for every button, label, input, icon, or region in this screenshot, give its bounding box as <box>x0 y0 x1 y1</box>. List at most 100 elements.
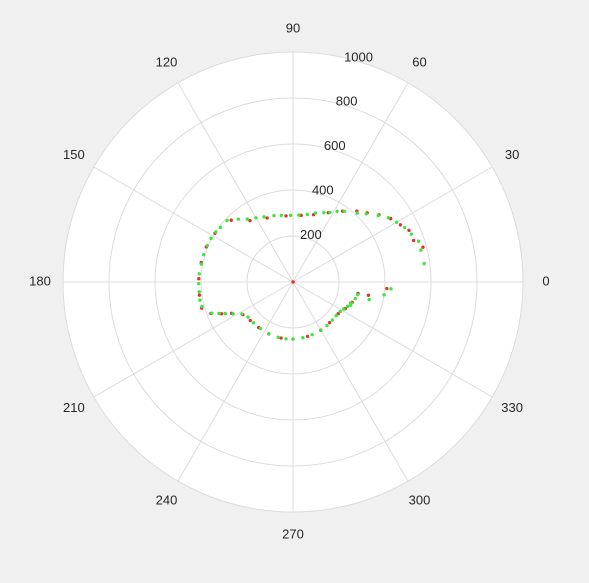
data-point <box>305 212 310 217</box>
data-point <box>305 334 310 339</box>
angle-tick-label-60: 60 <box>412 54 426 69</box>
angle-tick-label-270: 270 <box>282 526 304 541</box>
data-point <box>301 336 305 340</box>
data-point <box>210 311 214 315</box>
data-point <box>202 252 206 257</box>
data-point <box>398 223 403 227</box>
data-point <box>342 307 346 311</box>
angle-grid-spoke-210 <box>93 281 294 398</box>
angle-grid-spoke-30 <box>292 166 493 283</box>
data-point <box>402 225 407 230</box>
angle-tick-label-330: 330 <box>501 400 523 415</box>
data-point <box>325 323 329 328</box>
data-point <box>386 215 391 220</box>
data-point <box>198 298 202 302</box>
angle-grid-spoke-330 <box>292 281 493 398</box>
data-point <box>328 210 332 215</box>
series-2 <box>197 209 426 341</box>
data-point <box>338 309 342 314</box>
data-point <box>272 213 276 218</box>
data-point <box>291 280 295 284</box>
data-point <box>330 318 335 322</box>
data-point <box>209 236 213 241</box>
data-point <box>297 213 301 217</box>
angle-tick-label-30: 30 <box>505 147 519 162</box>
data-point <box>197 293 202 297</box>
data-point <box>254 216 258 220</box>
data-point <box>419 248 423 252</box>
angle-tick-label-120: 120 <box>156 54 178 69</box>
data-point <box>218 225 223 230</box>
angle-tick-label-0: 0 <box>542 273 549 288</box>
data-point <box>288 213 293 218</box>
radius-tick-labels: 200 400 600 800 1000 <box>300 49 373 242</box>
data-point <box>416 239 421 243</box>
data-point <box>367 297 371 302</box>
angle-grid-spoke-60 <box>292 82 409 283</box>
angle-grid-spoke-150 <box>93 166 294 283</box>
radius-tick-label-1000: 1000 <box>344 49 373 64</box>
data-point <box>248 318 252 323</box>
data-point <box>409 232 414 236</box>
data-point <box>364 212 368 216</box>
data-point <box>265 216 269 220</box>
data-point <box>349 301 354 305</box>
data-point <box>284 337 288 341</box>
angle-tick-label-240: 240 <box>156 493 178 508</box>
angle-tick-label-150: 150 <box>63 147 85 162</box>
data-point <box>217 311 221 316</box>
data-points <box>197 209 426 341</box>
data-point <box>394 220 399 224</box>
data-point <box>342 209 347 213</box>
data-point <box>355 292 360 297</box>
radius-tick-label-200: 200 <box>300 227 322 242</box>
data-point <box>205 243 209 248</box>
data-point <box>231 312 235 316</box>
data-point <box>225 218 229 223</box>
data-point <box>389 287 393 291</box>
data-point <box>248 218 252 223</box>
data-point <box>223 311 227 316</box>
data-point <box>421 245 425 249</box>
data-point <box>197 277 201 281</box>
data-point <box>376 213 380 218</box>
data-point <box>319 328 323 333</box>
radius-tick-label-600: 600 <box>324 138 346 153</box>
data-point <box>197 272 201 276</box>
data-point <box>345 304 350 309</box>
data-point <box>229 218 233 222</box>
data-point <box>385 286 389 291</box>
angle-tick-label-210: 210 <box>63 400 85 415</box>
radius-tick-label-800: 800 <box>336 94 358 109</box>
data-point <box>334 314 338 318</box>
data-point <box>197 290 201 294</box>
data-point <box>262 215 266 219</box>
data-point <box>199 262 204 266</box>
data-point <box>366 293 371 297</box>
data-point <box>411 238 416 243</box>
angle-grid-spoke-240 <box>177 281 294 482</box>
data-point <box>251 321 256 325</box>
data-point <box>313 211 318 215</box>
data-point <box>245 217 250 221</box>
angle-grid-spoke-120 <box>177 82 294 283</box>
data-point <box>197 281 201 286</box>
angle-grid-spoke-300 <box>292 281 409 482</box>
data-point <box>284 214 288 218</box>
data-point <box>236 217 241 221</box>
angle-tick-label-180: 180 <box>29 273 51 288</box>
data-point <box>310 333 314 337</box>
grid <box>62 51 524 513</box>
data-point <box>214 230 218 234</box>
data-point <box>240 312 244 316</box>
data-point <box>407 228 411 233</box>
data-point <box>267 331 271 336</box>
data-point <box>219 312 224 316</box>
data-point <box>200 304 204 309</box>
radius-tick-label-400: 400 <box>312 183 334 198</box>
angle-tick-labels: 0 30 60 90 120 150 180 210 240 270 300 330 <box>29 20 549 541</box>
data-point <box>355 211 360 215</box>
data-point <box>279 336 283 340</box>
data-point <box>353 296 357 301</box>
